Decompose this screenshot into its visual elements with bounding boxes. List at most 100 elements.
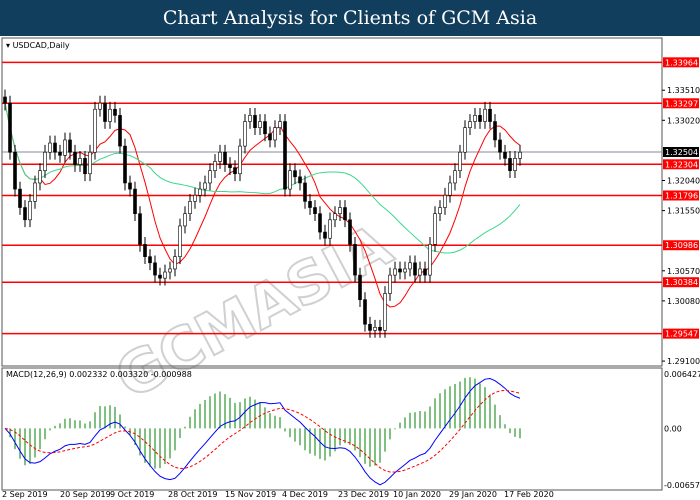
candle [378, 327, 382, 331]
candle [158, 274, 162, 279]
candle [413, 262, 417, 276]
x-tick-label: 2 Sep 2019 [2, 490, 48, 499]
candle [363, 299, 367, 325]
candle [123, 145, 127, 184]
candle [288, 170, 292, 190]
candle [268, 133, 272, 141]
candle [278, 121, 282, 128]
x-tick-label: 9 Oct 2019 [110, 490, 154, 499]
candle [408, 262, 412, 270]
x-tick-label: 17 Feb 2020 [504, 490, 554, 499]
candle [373, 327, 377, 331]
candle [128, 182, 132, 190]
x-tick-label: 20 Sep 2019 [60, 490, 111, 499]
candle [218, 151, 222, 162]
candle [43, 151, 47, 171]
candle [183, 213, 187, 227]
candle [113, 108, 117, 116]
candle [453, 170, 457, 184]
candle [3, 96, 7, 104]
candle [293, 170, 297, 178]
x-tick-label: 10 Jan 2020 [393, 490, 441, 499]
candle [213, 161, 217, 171]
candle [478, 115, 482, 122]
level-label: 1.30384 [665, 278, 698, 287]
level-label: 1.33964 [665, 58, 698, 67]
candle [178, 225, 182, 257]
candle [243, 121, 247, 147]
candle [328, 219, 332, 239]
candle [493, 121, 497, 141]
watermark: GCMASIA [105, 211, 403, 412]
level-tag [663, 98, 699, 109]
macd-y-tick-label: 0.00 [664, 424, 682, 433]
macd-line [4, 378, 521, 486]
candle [153, 262, 157, 276]
candle [323, 231, 327, 239]
candle [468, 121, 472, 128]
candle [118, 115, 122, 147]
macd-y-tick-label: -0.006579 [664, 481, 700, 490]
candle [63, 139, 67, 156]
candle [103, 102, 107, 122]
candle [338, 207, 342, 214]
candle [148, 256, 152, 264]
candle [248, 115, 252, 122]
x-tick-label: 4 Dec 2019 [282, 490, 328, 499]
candle [143, 244, 147, 257]
candle [498, 139, 502, 153]
candle [433, 213, 437, 245]
level-label: 1.33297 [665, 99, 698, 108]
y-tick-label: 1.29100 [667, 357, 700, 366]
candle [463, 127, 467, 153]
level-tag [663, 159, 699, 170]
candle [358, 274, 362, 300]
candle [83, 158, 87, 175]
candle [193, 194, 197, 202]
y-tick-label: 1.32040 [667, 177, 700, 186]
level-tag [663, 190, 699, 201]
candle [108, 108, 112, 122]
level-tag [663, 240, 699, 251]
candle [18, 188, 22, 208]
macd-y-tick-label: 0.006427 [664, 370, 700, 379]
symbol-label: ▾ USDCAD,Daily [6, 41, 70, 50]
candle [348, 219, 352, 245]
candle [383, 293, 387, 331]
candle [318, 213, 322, 233]
candle [208, 170, 212, 184]
candle [198, 188, 202, 196]
level-label: 1.30986 [665, 241, 698, 250]
candle [58, 151, 62, 156]
x-tick-label: 28 Oct 2019 [168, 490, 217, 499]
current-price-label: 1.32504 [665, 148, 698, 157]
candle [188, 201, 192, 214]
level-tag [663, 277, 699, 288]
level-tag [663, 328, 699, 339]
ma-slow-line [4, 103, 521, 254]
candle [233, 167, 237, 175]
candle [23, 207, 27, 221]
x-tick-label: 29 Jan 2020 [449, 490, 497, 499]
candle [428, 244, 432, 276]
candle [238, 145, 242, 175]
candle [13, 151, 17, 190]
candle [73, 151, 77, 165]
candle [8, 102, 12, 153]
candle [173, 256, 177, 270]
current-price-tag [663, 147, 699, 158]
candle [438, 207, 442, 214]
candle [263, 121, 267, 135]
candle [303, 182, 307, 202]
candle [98, 102, 102, 110]
candle [48, 142, 52, 153]
price-panel [1, 37, 663, 367]
x-tick-label: 15 Nov 2019 [225, 490, 276, 499]
candle [393, 268, 397, 276]
candle [443, 194, 447, 208]
level-tag [663, 57, 699, 68]
candle [223, 151, 227, 165]
candle [38, 170, 42, 184]
candle [273, 127, 277, 141]
